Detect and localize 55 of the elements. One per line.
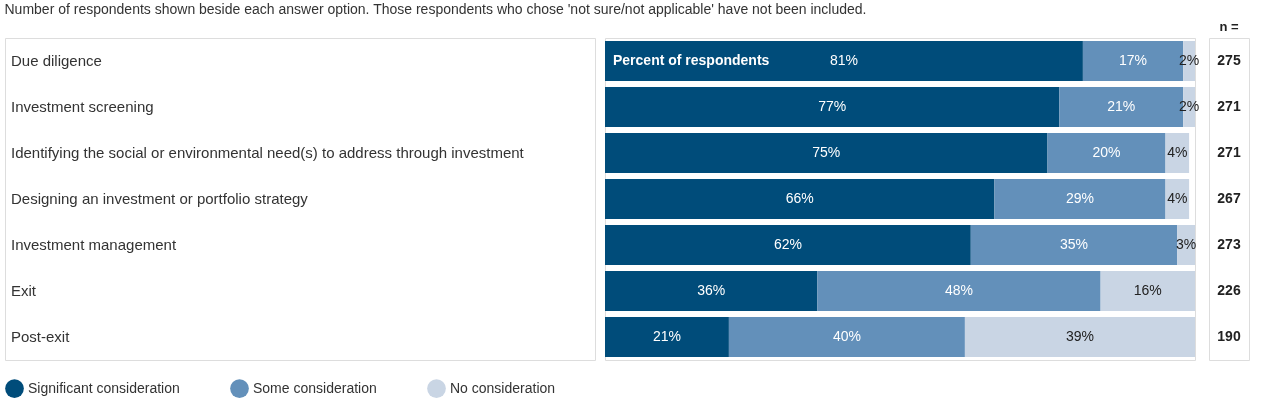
legend-label: No consideration — [450, 379, 556, 396]
bar — [605, 316, 729, 358]
text: 271 — [1217, 98, 1241, 114]
text: 190 — [1217, 328, 1241, 344]
data-label: 4% — [1167, 190, 1188, 206]
y-tick-label: Exit — [11, 282, 37, 299]
bar — [1047, 132, 1166, 174]
annotation: Percent of respondents — [613, 52, 770, 68]
data-label: 66% — [785, 190, 814, 206]
data-label: 16% — [1133, 282, 1162, 298]
bar — [817, 270, 1101, 312]
data-label: 21% — [652, 328, 681, 344]
bar — [605, 86, 1060, 128]
data-label: 36% — [697, 282, 726, 298]
bar — [1100, 270, 1195, 312]
text: n = — [1219, 19, 1239, 34]
text: 273 — [1217, 236, 1241, 252]
bar — [728, 316, 965, 358]
data-label: 39% — [1065, 328, 1094, 344]
data-label: 48% — [944, 282, 974, 298]
data-label: 81% — [829, 52, 858, 68]
data-label: 62% — [773, 236, 802, 252]
y-tick-label: Designing an investment or portfolio strategy — [11, 190, 309, 207]
text: 267 — [1217, 190, 1241, 206]
data-label: 20% — [1092, 144, 1121, 160]
y-tick-label: Identifying the social or environmental need(s) to address through investment — [11, 144, 525, 161]
data-label: 3% — [1176, 236, 1197, 252]
text: 271 — [1217, 144, 1241, 160]
data-label: 35% — [1060, 236, 1089, 252]
bar — [605, 40, 1083, 82]
data-label: 21% — [1107, 98, 1136, 114]
bar — [605, 132, 1048, 174]
data-label: 75% — [812, 144, 841, 160]
bar — [605, 270, 818, 312]
data-label: 2% — [1178, 98, 1200, 114]
bar — [605, 178, 995, 220]
text: Number of respondents shown beside each answer option. Those respondents who chose 'not sure/not applicable' have not been included. — [4, 0, 867, 17]
bar — [970, 224, 1178, 266]
text: 275 — [1217, 52, 1241, 68]
y-tick-label: Post-exit — [11, 328, 71, 345]
data-label: 40% — [832, 328, 861, 344]
y-tick-label: Investment screening — [11, 98, 154, 115]
data-label: 77% — [818, 98, 847, 114]
y-tick-label: Due diligence — [11, 52, 102, 69]
y-tick-label: Investment management — [11, 236, 177, 253]
text: 226 — [1217, 282, 1241, 298]
data-label: 29% — [1065, 190, 1094, 206]
legend-label: Significant consideration — [28, 379, 180, 396]
bar — [964, 316, 1195, 358]
legend-label: Some consideration — [253, 379, 377, 396]
data-label: 17% — [1119, 52, 1148, 68]
bar — [605, 224, 971, 266]
data-label: 2% — [1178, 52, 1200, 68]
bar — [994, 178, 1166, 220]
data-label: 4% — [1167, 144, 1188, 160]
